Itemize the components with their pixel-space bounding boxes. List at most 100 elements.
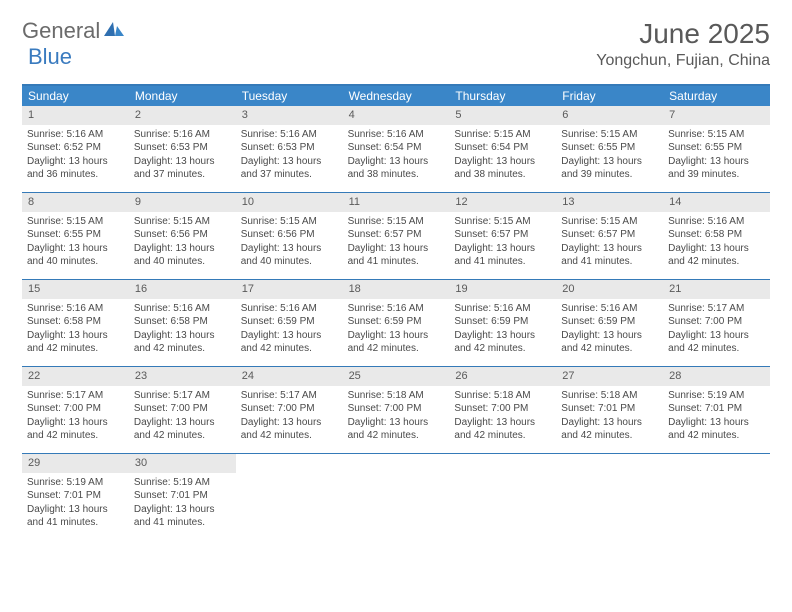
day-cell: 19Sunrise: 5:16 AMSunset: 6:59 PMDayligh…: [449, 280, 556, 366]
day-body: Sunrise: 5:15 AMSunset: 6:54 PMDaylight:…: [449, 125, 556, 186]
sunrise-line: Sunrise: 5:17 AM: [668, 302, 765, 316]
week-row: 29Sunrise: 5:19 AMSunset: 7:01 PMDayligh…: [22, 454, 770, 540]
day-cell: 22Sunrise: 5:17 AMSunset: 7:00 PMDayligh…: [22, 367, 129, 453]
day-number: 25: [343, 367, 450, 386]
sunrise-line: Sunrise: 5:16 AM: [27, 302, 124, 316]
day-body: Sunrise: 5:15 AMSunset: 6:55 PMDaylight:…: [22, 212, 129, 273]
day-number: 29: [22, 454, 129, 473]
weekday-wednesday: Wednesday: [343, 86, 450, 106]
day-number: 10: [236, 193, 343, 212]
day-number: 23: [129, 367, 236, 386]
location: Yongchun, Fujian, China: [596, 52, 770, 70]
sunrise-line: Sunrise: 5:15 AM: [348, 215, 445, 229]
sunset-line: Sunset: 6:59 PM: [348, 315, 445, 329]
sunset-line: Sunset: 7:00 PM: [668, 315, 765, 329]
day-number: 18: [343, 280, 450, 299]
weekday-monday: Monday: [129, 86, 236, 106]
sunset-line: Sunset: 6:59 PM: [454, 315, 551, 329]
day-cell: 2Sunrise: 5:16 AMSunset: 6:53 PMDaylight…: [129, 106, 236, 192]
day-body: Sunrise: 5:19 AMSunset: 7:01 PMDaylight:…: [663, 386, 770, 447]
sunset-line: Sunset: 6:59 PM: [241, 315, 338, 329]
sunset-line: Sunset: 6:58 PM: [134, 315, 231, 329]
sunset-line: Sunset: 7:01 PM: [561, 402, 658, 416]
day-body: Sunrise: 5:16 AMSunset: 6:58 PMDaylight:…: [129, 299, 236, 360]
day-number: 9: [129, 193, 236, 212]
sunset-line: Sunset: 6:55 PM: [27, 228, 124, 242]
day-cell: 3Sunrise: 5:16 AMSunset: 6:53 PMDaylight…: [236, 106, 343, 192]
day-cell: 6Sunrise: 5:15 AMSunset: 6:55 PMDaylight…: [556, 106, 663, 192]
sunset-line: Sunset: 6:59 PM: [561, 315, 658, 329]
day-cell: 9Sunrise: 5:15 AMSunset: 6:56 PMDaylight…: [129, 193, 236, 279]
sunrise-line: Sunrise: 5:17 AM: [27, 389, 124, 403]
day-cell: 18Sunrise: 5:16 AMSunset: 6:59 PMDayligh…: [343, 280, 450, 366]
day-body: Sunrise: 5:16 AMSunset: 6:53 PMDaylight:…: [236, 125, 343, 186]
day-cell-empty: [449, 454, 556, 540]
day-cell: 14Sunrise: 5:16 AMSunset: 6:58 PMDayligh…: [663, 193, 770, 279]
sunrise-line: Sunrise: 5:15 AM: [241, 215, 338, 229]
logo: General: [22, 18, 128, 44]
day-number: 11: [343, 193, 450, 212]
day-body: Sunrise: 5:16 AMSunset: 6:59 PMDaylight:…: [236, 299, 343, 360]
sunrise-line: Sunrise: 5:16 AM: [348, 128, 445, 142]
day-cell-empty: [343, 454, 450, 540]
daylight-line: Daylight: 13 hours and 42 minutes.: [348, 329, 445, 356]
daylight-line: Daylight: 13 hours and 41 minutes.: [454, 242, 551, 269]
day-body: Sunrise: 5:15 AMSunset: 6:57 PMDaylight:…: [556, 212, 663, 273]
daylight-line: Daylight: 13 hours and 41 minutes.: [348, 242, 445, 269]
sunrise-line: Sunrise: 5:17 AM: [134, 389, 231, 403]
day-body: Sunrise: 5:17 AMSunset: 7:00 PMDaylight:…: [663, 299, 770, 360]
day-number: 28: [663, 367, 770, 386]
day-body: Sunrise: 5:18 AMSunset: 7:01 PMDaylight:…: [556, 386, 663, 447]
logo-text-blue: Blue: [28, 44, 72, 69]
day-body: Sunrise: 5:16 AMSunset: 6:53 PMDaylight:…: [129, 125, 236, 186]
sunset-line: Sunset: 7:00 PM: [27, 402, 124, 416]
daylight-line: Daylight: 13 hours and 42 minutes.: [668, 416, 765, 443]
sunrise-line: Sunrise: 5:16 AM: [348, 302, 445, 316]
daylight-line: Daylight: 13 hours and 42 minutes.: [241, 416, 338, 443]
logo-text-blue-wrap: Blue: [28, 44, 72, 70]
day-number: 14: [663, 193, 770, 212]
day-number: 15: [22, 280, 129, 299]
day-cell-empty: [556, 454, 663, 540]
daylight-line: Daylight: 13 hours and 37 minutes.: [241, 155, 338, 182]
daylight-line: Daylight: 13 hours and 42 minutes.: [348, 416, 445, 443]
sunset-line: Sunset: 6:52 PM: [27, 141, 124, 155]
day-cell: 26Sunrise: 5:18 AMSunset: 7:00 PMDayligh…: [449, 367, 556, 453]
sunset-line: Sunset: 7:00 PM: [454, 402, 551, 416]
sunrise-line: Sunrise: 5:16 AM: [134, 128, 231, 142]
day-number: 24: [236, 367, 343, 386]
sunset-line: Sunset: 6:53 PM: [134, 141, 231, 155]
sunset-line: Sunset: 7:01 PM: [668, 402, 765, 416]
sunset-line: Sunset: 7:01 PM: [27, 489, 124, 503]
sunset-line: Sunset: 6:55 PM: [561, 141, 658, 155]
day-number: 22: [22, 367, 129, 386]
daylight-line: Daylight: 13 hours and 42 minutes.: [561, 329, 658, 356]
day-number: 13: [556, 193, 663, 212]
day-number: 1: [22, 106, 129, 125]
sunrise-line: Sunrise: 5:16 AM: [27, 128, 124, 142]
sunrise-line: Sunrise: 5:19 AM: [27, 476, 124, 490]
day-body: Sunrise: 5:15 AMSunset: 6:56 PMDaylight:…: [236, 212, 343, 273]
day-cell: 29Sunrise: 5:19 AMSunset: 7:01 PMDayligh…: [22, 454, 129, 540]
daylight-line: Daylight: 13 hours and 39 minutes.: [561, 155, 658, 182]
day-cell: 17Sunrise: 5:16 AMSunset: 6:59 PMDayligh…: [236, 280, 343, 366]
day-cell: 25Sunrise: 5:18 AMSunset: 7:00 PMDayligh…: [343, 367, 450, 453]
sunrise-line: Sunrise: 5:15 AM: [561, 215, 658, 229]
day-number: 2: [129, 106, 236, 125]
sunrise-line: Sunrise: 5:16 AM: [668, 215, 765, 229]
day-body: Sunrise: 5:17 AMSunset: 7:00 PMDaylight:…: [129, 386, 236, 447]
sunrise-line: Sunrise: 5:16 AM: [241, 128, 338, 142]
daylight-line: Daylight: 13 hours and 40 minutes.: [27, 242, 124, 269]
header: General June 2025 Yongchun, Fujian, Chin…: [0, 0, 792, 76]
logo-triangle-icon: [104, 20, 126, 43]
daylight-line: Daylight: 13 hours and 38 minutes.: [348, 155, 445, 182]
sunset-line: Sunset: 6:57 PM: [454, 228, 551, 242]
day-body: Sunrise: 5:15 AMSunset: 6:55 PMDaylight:…: [556, 125, 663, 186]
day-cell: 15Sunrise: 5:16 AMSunset: 6:58 PMDayligh…: [22, 280, 129, 366]
day-number: 30: [129, 454, 236, 473]
sunset-line: Sunset: 6:53 PM: [241, 141, 338, 155]
day-number: 8: [22, 193, 129, 212]
day-cell: 5Sunrise: 5:15 AMSunset: 6:54 PMDaylight…: [449, 106, 556, 192]
day-body: Sunrise: 5:16 AMSunset: 6:59 PMDaylight:…: [343, 299, 450, 360]
title-block: June 2025 Yongchun, Fujian, China: [596, 18, 770, 70]
